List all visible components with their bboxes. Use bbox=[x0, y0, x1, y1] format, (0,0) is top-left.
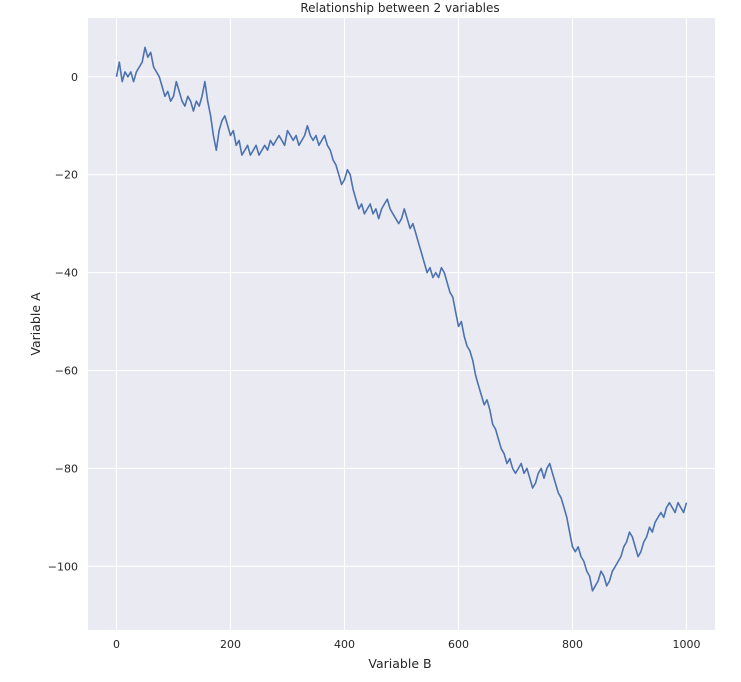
y-tick-label: −80 bbox=[55, 462, 78, 475]
gridlines bbox=[88, 18, 715, 630]
y-tick-label: −40 bbox=[55, 267, 78, 280]
y-axis-label: Variable A bbox=[28, 292, 43, 356]
y-tick-label: −100 bbox=[48, 560, 78, 573]
y-tick-label: −20 bbox=[55, 169, 78, 182]
x-axis-label: Variable B bbox=[368, 656, 431, 671]
x-tick-label: 600 bbox=[448, 638, 469, 651]
x-tick-label: 0 bbox=[113, 638, 120, 651]
y-tick-label: 0 bbox=[71, 71, 78, 84]
x-tick-labels: 0 200 400 600 800 1000 bbox=[113, 638, 701, 651]
series-line bbox=[115, 46, 688, 592]
y-tick-labels: 0 −20 −40 −60 −80 −100 bbox=[48, 71, 78, 574]
x-tick-label: 200 bbox=[220, 638, 241, 651]
plot-area bbox=[88, 18, 715, 630]
x-tick-label: 1000 bbox=[673, 638, 701, 651]
chart-title: Relationship between 2 variables bbox=[300, 1, 499, 15]
y-tick-label: −60 bbox=[55, 365, 78, 378]
x-tick-label: 800 bbox=[562, 638, 583, 651]
x-tick-label: 400 bbox=[334, 638, 355, 651]
